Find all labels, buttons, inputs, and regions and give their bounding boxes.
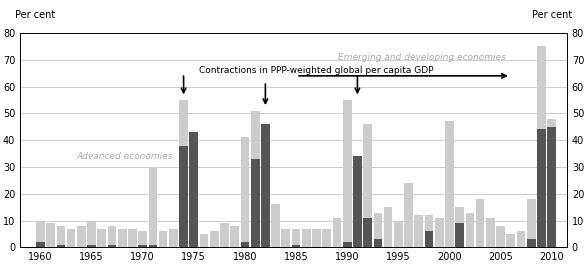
Bar: [363, 124, 372, 247]
Bar: [507, 234, 515, 247]
Bar: [322, 229, 331, 247]
Bar: [394, 220, 403, 247]
Bar: [537, 46, 546, 247]
Bar: [179, 100, 188, 247]
Bar: [190, 135, 198, 247]
Bar: [87, 245, 96, 247]
Bar: [435, 218, 444, 247]
Bar: [343, 242, 352, 247]
Bar: [56, 226, 65, 247]
Bar: [475, 199, 484, 247]
Bar: [271, 205, 280, 247]
Bar: [169, 229, 178, 247]
Bar: [87, 220, 96, 247]
Bar: [404, 183, 413, 247]
Bar: [107, 226, 116, 247]
Bar: [220, 223, 229, 247]
Text: Emerging and developing economies: Emerging and developing economies: [338, 52, 505, 61]
Text: Advanced economies: Advanced economies: [76, 152, 173, 161]
Bar: [363, 218, 372, 247]
Bar: [333, 218, 341, 247]
Bar: [46, 223, 55, 247]
Bar: [118, 229, 127, 247]
Bar: [56, 245, 65, 247]
Bar: [353, 156, 362, 247]
Bar: [456, 207, 464, 247]
Bar: [465, 213, 474, 247]
Bar: [312, 229, 321, 247]
Bar: [36, 220, 45, 247]
Bar: [139, 231, 147, 247]
Bar: [190, 132, 198, 247]
Bar: [547, 119, 556, 247]
Bar: [139, 245, 147, 247]
Bar: [496, 226, 505, 247]
Bar: [179, 145, 188, 247]
Bar: [261, 156, 270, 247]
Bar: [282, 229, 290, 247]
Bar: [373, 239, 382, 247]
Bar: [210, 231, 218, 247]
Bar: [353, 178, 362, 247]
Bar: [292, 245, 301, 247]
Bar: [373, 213, 382, 247]
Bar: [159, 231, 167, 247]
Bar: [241, 138, 249, 247]
Bar: [241, 242, 249, 247]
Bar: [149, 167, 157, 247]
Bar: [149, 245, 157, 247]
Text: Per cent: Per cent: [15, 10, 55, 20]
Bar: [424, 215, 433, 247]
Bar: [107, 245, 116, 247]
Bar: [251, 159, 259, 247]
Bar: [230, 226, 239, 247]
Bar: [414, 215, 423, 247]
Bar: [537, 129, 546, 247]
Bar: [36, 242, 45, 247]
Bar: [128, 229, 137, 247]
Bar: [67, 229, 76, 247]
Bar: [343, 100, 352, 247]
Bar: [384, 207, 393, 247]
Bar: [261, 124, 270, 247]
Bar: [251, 111, 259, 247]
Bar: [200, 234, 208, 247]
Bar: [456, 223, 464, 247]
Bar: [424, 231, 433, 247]
Text: Per cent: Per cent: [532, 10, 572, 20]
Bar: [527, 239, 535, 247]
Bar: [517, 231, 525, 247]
Bar: [302, 229, 311, 247]
Bar: [486, 218, 495, 247]
Text: Contractions in PPP-weighted global per capita GDP: Contractions in PPP-weighted global per …: [199, 66, 433, 75]
Bar: [77, 226, 86, 247]
Bar: [292, 229, 301, 247]
Bar: [445, 121, 454, 247]
Bar: [527, 199, 535, 247]
Bar: [547, 127, 556, 247]
Bar: [97, 229, 106, 247]
